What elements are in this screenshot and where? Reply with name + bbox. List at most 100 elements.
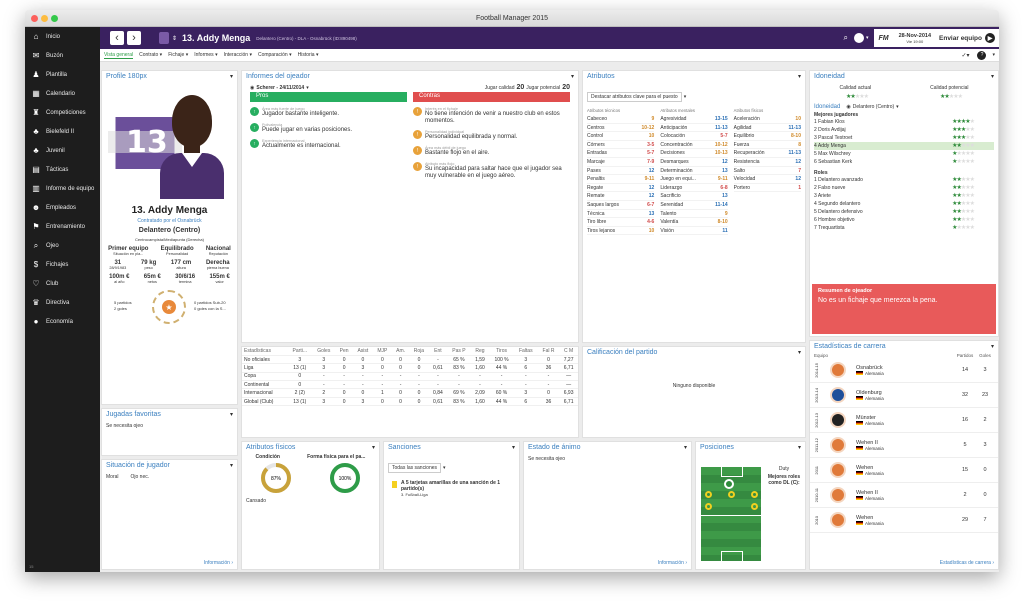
stats-header-cell[interactable]: Faltas — [513, 347, 538, 356]
sidebar-item-12[interactable]: $ Fichajes — [25, 255, 100, 274]
player-switch-icon[interactable]: ⇕ — [172, 35, 178, 42]
chevron-down-icon[interactable]: ▾ — [683, 445, 687, 451]
chevron-down-icon[interactable]: ▾ — [683, 94, 687, 100]
stats-header-cell[interactable]: C M — [559, 347, 578, 356]
best-row[interactable]: 3 Pascal Testroet ★★★★★ — [814, 134, 994, 142]
sidebar-item-4[interactable]: ♜ Competiciones — [25, 103, 100, 122]
highlight-dropdown[interactable]: Destacar atributos clave para el puesto — [587, 92, 682, 102]
stats-header-cell[interactable]: Estadísticas — [242, 347, 288, 356]
stats-header-cell[interactable]: Pen — [335, 347, 353, 356]
zoom-window-button[interactable] — [51, 15, 58, 22]
roles-row[interactable]: 5 Delantero defensivo ★★★★★ — [814, 208, 994, 216]
chevron-down-icon[interactable]: ▾ — [865, 35, 869, 41]
tab-2[interactable]: Fichaje ▾ — [168, 52, 188, 59]
chevron-down-icon[interactable]: ▾ — [896, 104, 899, 110]
stats-header-cell[interactable]: Asist — [352, 347, 373, 356]
chevron-down-icon[interactable]: ▾ — [797, 350, 801, 356]
info-link[interactable]: Información › — [203, 560, 233, 566]
tab-5[interactable]: Comparación ▾ — [258, 52, 292, 59]
chevron-down-icon[interactable]: ▾ — [797, 445, 801, 451]
tab-0[interactable]: Vista general — [104, 52, 134, 59]
fm-menu-button[interactable]: FM — [878, 34, 889, 42]
close-window-button[interactable] — [31, 15, 38, 22]
roles-row[interactable]: 1 Delantero avanzado ★★★★★ — [814, 176, 994, 184]
best-row[interactable]: 1 Fabian Klos ★★★★★ — [814, 118, 994, 126]
sidebar-item-11[interactable]: ⌕ Ojeo — [25, 236, 100, 255]
suitability-position-dropdown[interactable]: Delantero (Centro) — [852, 104, 895, 110]
roles-row[interactable]: 7 Trequartista ★★★★★ — [814, 224, 994, 232]
chevron-down-icon[interactable]: ▾ — [992, 52, 995, 58]
career-row[interactable]: 2010-11 Wehen II Alemania 2 0 — [810, 483, 998, 508]
best-row[interactable]: 5 Max Wilschrey ★★★★★ — [814, 150, 994, 158]
sidebar-item-13[interactable]: ♡ Club — [25, 274, 100, 293]
career-club: Wehen II Alemania — [856, 490, 954, 501]
chevron-down-icon[interactable]: ▾ — [229, 412, 233, 418]
chevron-down-icon[interactable]: ▾ — [511, 445, 515, 451]
roles-row[interactable]: 6 Hombre objetivo ★★★★★ — [814, 216, 994, 224]
chevron-down-icon[interactable]: ▾ — [371, 445, 375, 451]
best-row[interactable]: 4 Addy Menga ★★★★★ — [814, 142, 994, 150]
sidebar-item-14[interactable]: ♛ Directiva — [25, 293, 100, 312]
sanctions-dropdown[interactable]: Todas las sanciones — [388, 463, 442, 473]
mood-info-link[interactable]: Información › — [657, 560, 687, 566]
chevron-down-icon[interactable]: ▾ — [990, 74, 994, 80]
tab-4[interactable]: Interacción ▾ — [224, 52, 252, 59]
career-row[interactable]: 2011 Wehen Alemania 15 0 — [810, 458, 998, 483]
career-row[interactable]: 2010 Wehen Alemania 29 7 — [810, 508, 998, 533]
back-button[interactable]: ‹ — [110, 31, 124, 45]
sidebar-item-8[interactable]: ▥ Informe de equipo — [25, 179, 100, 198]
stats-header-cell[interactable]: Am. — [391, 347, 410, 356]
career-country-name: Alemania — [865, 520, 884, 526]
minimize-window-button[interactable] — [41, 15, 48, 22]
roles-row[interactable]: 2 Falso nueve ★★★★★ — [814, 184, 994, 192]
scout-dropdown[interactable]: Scherer - 24/11/2014 — [256, 84, 305, 91]
tab-1[interactable]: Contrato ▾ — [139, 52, 162, 59]
chevron-down-icon[interactable]: ▾ — [229, 74, 233, 80]
chevron-down-icon[interactable]: ▾ — [443, 465, 446, 471]
roles-row[interactable]: 3 Ariete ★★★★★ — [814, 192, 994, 200]
chevron-down-icon[interactable]: ▾ — [229, 463, 233, 469]
search-icon[interactable]: ⌕ — [843, 33, 848, 42]
profile-icon[interactable] — [853, 33, 864, 43]
stats-header-cell[interactable]: Tiros — [489, 347, 514, 356]
chevron-down-icon[interactable]: ▾ — [990, 344, 994, 350]
forward-button[interactable]: › — [127, 31, 141, 45]
help-icon[interactable]: ? — [977, 50, 987, 60]
career-stats-link[interactable]: Estadísticas de carrera › — [939, 560, 994, 566]
stats-header-cell[interactable]: Pas P — [447, 347, 471, 356]
tab-6[interactable]: Historia ▾ — [298, 52, 319, 59]
sidebar-item-7[interactable]: ▤ Tácticas — [25, 160, 100, 179]
stats-header-cell[interactable]: Goles — [312, 347, 336, 356]
chevron-down-icon[interactable]: ▾ — [306, 84, 309, 91]
chevron-down-icon[interactable]: ▾ — [570, 74, 574, 80]
career-row[interactable]: 2012-13 Münster Alemania 16 2 — [810, 408, 998, 433]
sidebar-item-5[interactable]: ♣ Bielefeld II — [25, 122, 100, 141]
stats-header-cell[interactable]: Reg — [470, 347, 490, 356]
tab-3[interactable]: Informes ▾ — [194, 52, 217, 59]
sidebar-item-15[interactable]: ● Economía — [25, 312, 100, 331]
chevron-down-icon[interactable]: ▾ — [797, 74, 801, 80]
stats-header-cell[interactable]: Parti... — [287, 347, 313, 356]
stats-header-cell[interactable]: Roja — [409, 347, 429, 356]
edit-icon[interactable]: ✓▾ — [961, 52, 970, 59]
sidebar-item-9[interactable]: ☻ Empleados — [25, 198, 100, 217]
roles-row[interactable]: 4 Segundo delantero ★★★★★ — [814, 200, 994, 208]
report-item-title: Área más fuerte de juego — [262, 107, 305, 111]
career-row[interactable]: 2011-12 Wehen II Alemania 5 3 — [810, 433, 998, 458]
sidebar-item-0[interactable]: ⌂ Inicio — [25, 27, 100, 46]
career-row[interactable]: 2014-15 Osnabrück Alemania 14 3 — [810, 358, 998, 383]
contract-club[interactable]: Contratado por el Osnabrück — [137, 218, 202, 224]
best-row[interactable]: 2 Doris Avdijaj ★★★★★ — [814, 126, 994, 134]
sidebar-item-10[interactable]: ⚑ Entrenamiento — [25, 217, 100, 236]
stats-header-cell[interactable]: MJP — [372, 347, 392, 356]
sidebar-item-3[interactable]: ▦ Calendario — [25, 84, 100, 103]
stats-header-cell[interactable]: Fal R — [537, 347, 560, 356]
best-row[interactable]: 6 Sebastian Kerk ★★★★★ — [814, 158, 994, 166]
sidebar-item-6[interactable]: ♣ Juvenil — [25, 141, 100, 160]
continue-button[interactable]: Enviar equipo ▶ — [939, 33, 995, 43]
sidebar-item-2[interactable]: ♟ Plantilla — [25, 65, 100, 84]
stats-header-row: Estadísticas Parti... Goles Pen Asist MJP Am. R… — [242, 347, 578, 356]
career-row[interactable]: 2013-14 Oldenburg Alemania 32 23 — [810, 383, 998, 408]
sidebar-item-1[interactable]: ✉ Buzón — [25, 46, 100, 65]
stats-header-cell[interactable]: Ent — [428, 347, 448, 356]
